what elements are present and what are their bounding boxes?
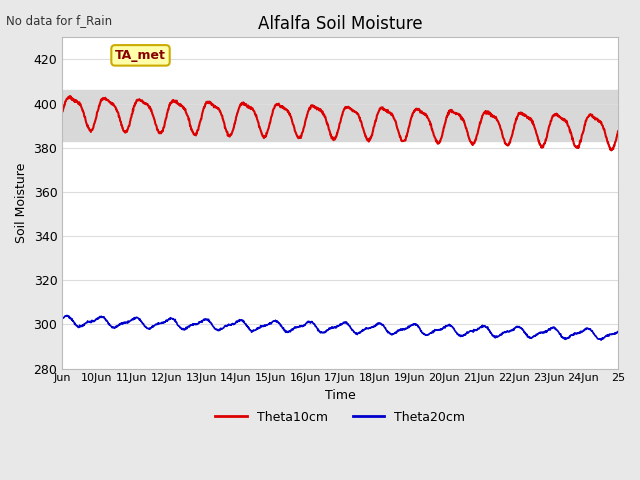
Text: No data for f_Rain: No data for f_Rain [6, 14, 113, 27]
Y-axis label: Soil Moisture: Soil Moisture [15, 163, 28, 243]
X-axis label: Time: Time [324, 389, 355, 402]
Legend: Theta10cm, Theta20cm: Theta10cm, Theta20cm [211, 406, 470, 429]
Title: Alfalfa Soil Moisture: Alfalfa Soil Moisture [258, 15, 422, 33]
Text: TA_met: TA_met [115, 49, 166, 62]
Bar [62, 90, 618, 141]
